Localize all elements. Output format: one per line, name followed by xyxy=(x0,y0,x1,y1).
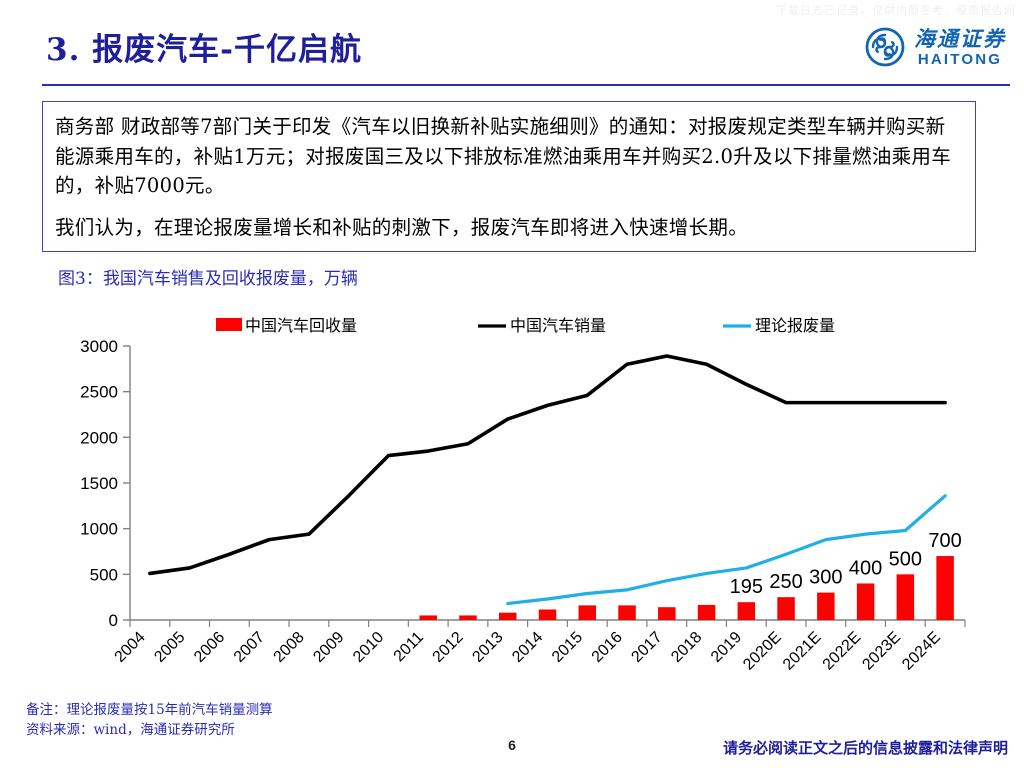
x-axis-tick-label: 2013 xyxy=(469,629,506,666)
x-axis-tick-label: 2014 xyxy=(509,629,546,666)
chart-bar xyxy=(419,615,437,620)
haitong-logo: 海通证券 HAITONG xyxy=(865,27,1006,67)
y-axis-tick-label: 0 xyxy=(109,611,118,630)
y-axis-tick-label: 2500 xyxy=(80,383,118,402)
sales-and-scrappage-chart: 中国汽车回收量 中国汽车销量 理论报废量 0 500 1000 1500 2000 2500 30… xyxy=(80,316,966,674)
x-axis-tick-label: 2010 xyxy=(350,629,387,666)
chart-bar xyxy=(896,574,915,620)
bar-value-label: 700 xyxy=(928,530,961,552)
chart-bar xyxy=(817,592,835,620)
x-axis-tick-label: 2005 xyxy=(151,629,188,666)
bar-value-label: 500 xyxy=(889,548,922,570)
legend-label-theoretical: 理论报废量 xyxy=(755,316,835,335)
legend-label-recycling: 中国汽车回收量 xyxy=(245,316,357,335)
footnote-source: 资料来源：wind，海通证券研究所 xyxy=(26,721,235,738)
x-axis-tick-label: 2007 xyxy=(231,629,268,666)
chart-footnotes: 备注：理论报废量按15年前汽车销量测算 资料来源：wind，海通证券研究所 xyxy=(26,701,273,740)
chart-container: 中国汽车回收量 中国汽车销量 理论报废量 0 500 1000 1500 2000 2500 30… xyxy=(40,306,985,696)
x-axis-tick-label: 2017 xyxy=(628,629,665,666)
y-axis-tick-label: 500 xyxy=(90,565,118,584)
x-axis-tick-label: 2006 xyxy=(191,629,228,666)
chart-bar xyxy=(856,583,875,620)
chart-bar xyxy=(697,604,716,620)
x-axis-tick-label: 2011 xyxy=(391,629,427,665)
figure-caption: 图3：我国汽车销售及回收报废量，万辆 xyxy=(58,269,358,289)
x-axis-tick-label: 2018 xyxy=(668,629,705,666)
x-axis-tick-label: 2004 xyxy=(112,629,149,666)
x-axis-tick-label: 2009 xyxy=(310,629,347,666)
bar-value-label: 195 xyxy=(730,576,763,598)
legend-swatch-recycling xyxy=(216,318,242,331)
header-divider xyxy=(42,84,1010,86)
policy-paragraph: 商务部 财政部等7部门关于印发《汽车以旧换新补贴实施细则》的通知：对报废规定类型… xyxy=(55,115,952,198)
footnote-note: 备注：理论报废量按15年前汽车销量测算 xyxy=(26,702,273,718)
logo-english-name: HAITONG xyxy=(917,50,1003,68)
chart-bar xyxy=(538,609,557,620)
chart-bar xyxy=(737,602,756,620)
x-axis-tick-label: 2022E xyxy=(820,629,865,674)
chart-bar xyxy=(777,597,795,620)
bar-value-label: 250 xyxy=(769,571,802,593)
bar-value-label: 300 xyxy=(809,567,842,589)
chart-bar xyxy=(459,615,477,620)
logo-chinese-name: 海通证券 xyxy=(914,25,1006,51)
y-axis-tick-label: 2000 xyxy=(80,428,118,447)
policy-text-box: 商务部 财政部等7部门关于印发《汽车以旧换新补贴实施细则》的通知：对报废规定类型… xyxy=(42,101,976,252)
chart-bar xyxy=(498,612,517,620)
page-title: 3. 报废汽车-千亿启航 xyxy=(46,32,363,68)
watermark-text: 下载日志已记录，仅供内部参考，股票报告网 xyxy=(776,5,1016,17)
x-axis-tick-label: 2021E xyxy=(780,629,825,674)
x-axis-tick-label: 2016 xyxy=(589,629,626,666)
chart-bar xyxy=(936,556,954,620)
chart-bar xyxy=(578,605,597,620)
sales-line xyxy=(148,354,947,576)
legal-disclaimer: 请务必阅读正文之后的信息披露和法律声明 xyxy=(722,739,1008,757)
chart-bar xyxy=(618,605,636,620)
y-axis-tick-label: 1000 xyxy=(80,520,118,539)
x-axis-tick-label: 2008 xyxy=(271,629,308,666)
bar-value-label: 400 xyxy=(849,557,882,579)
x-axis-tick-label: 2012 xyxy=(430,629,467,666)
x-axis-tick-label: 2019 xyxy=(708,629,745,666)
theoretical-scrappage-line xyxy=(506,494,947,606)
chart-bar xyxy=(658,607,676,620)
haitong-emblem-icon xyxy=(865,27,905,67)
x-axis-tick-label: 2015 xyxy=(549,629,586,666)
y-axis-tick-label: 1500 xyxy=(80,474,118,493)
conclusion-paragraph: 我们认为，在理论报废量增长和补贴的刺激下，报废汽车即将进入快速增长期。 xyxy=(55,215,749,239)
page-number: 6 xyxy=(508,737,516,753)
x-axis-tick-label: 2023E xyxy=(859,629,904,674)
x-axis-tick-label: 2020E xyxy=(740,629,785,674)
x-axis-tick-label: 2024E xyxy=(899,629,944,674)
y-axis-tick-label: 3000 xyxy=(80,337,118,356)
legend-label-sales: 中国汽车销量 xyxy=(510,316,606,335)
